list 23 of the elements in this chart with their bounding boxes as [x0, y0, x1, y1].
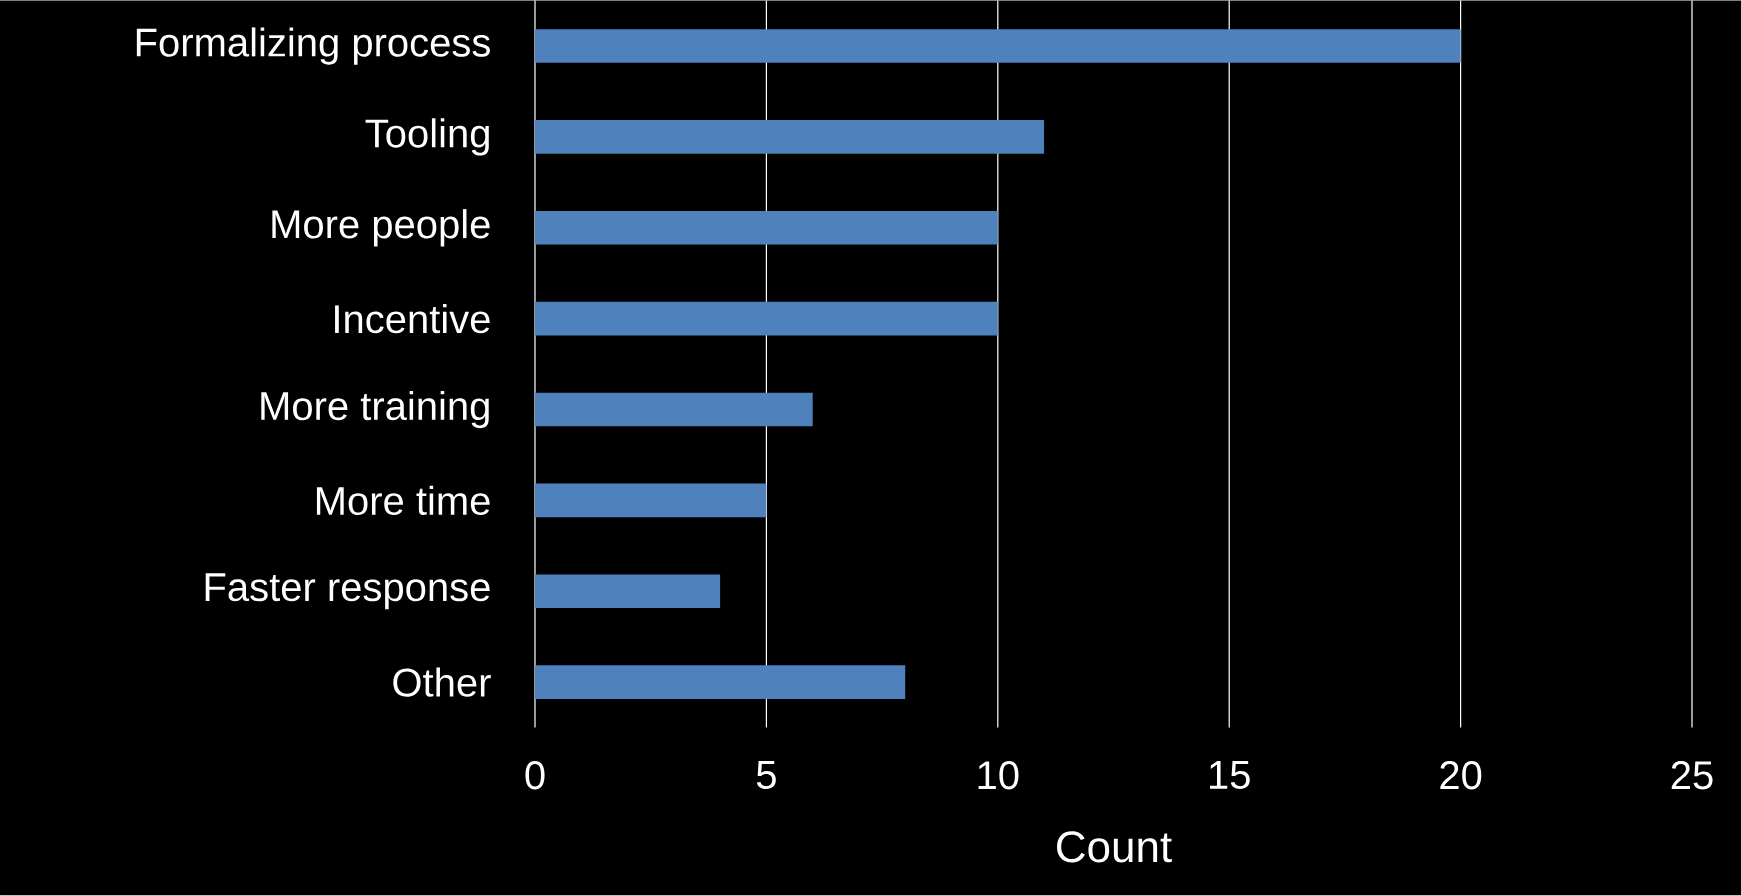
bar [535, 302, 998, 336]
x-tick-label: 15 [1210, 761, 1250, 790]
x-tick-label: 10 [978, 761, 1019, 790]
bar [535, 665, 906, 700]
bar [535, 211, 998, 245]
bar [535, 120, 1045, 154]
y-tick-label: More time [316, 485, 490, 516]
bar [535, 483, 767, 518]
y-tick-label: Faster response [205, 573, 490, 610]
bar [535, 29, 1461, 64]
x-tick-label: 25 [1671, 761, 1713, 790]
y-tick-label: Other [393, 667, 491, 698]
x-axis-title: Count [1057, 831, 1172, 863]
y-tick-label: More training [261, 391, 489, 429]
y-tick-label: More people [272, 209, 490, 247]
x-tick-label: 0 [525, 761, 545, 790]
x-tick-label: 20 [1440, 761, 1482, 790]
y-tick-label: Tooling [365, 118, 489, 156]
x-tick-label: 5 [756, 761, 776, 790]
y-tick-label: Incentive [335, 304, 490, 334]
y-tick-label: Formalizing process [136, 27, 490, 65]
bar [535, 574, 721, 609]
bar [535, 392, 813, 427]
